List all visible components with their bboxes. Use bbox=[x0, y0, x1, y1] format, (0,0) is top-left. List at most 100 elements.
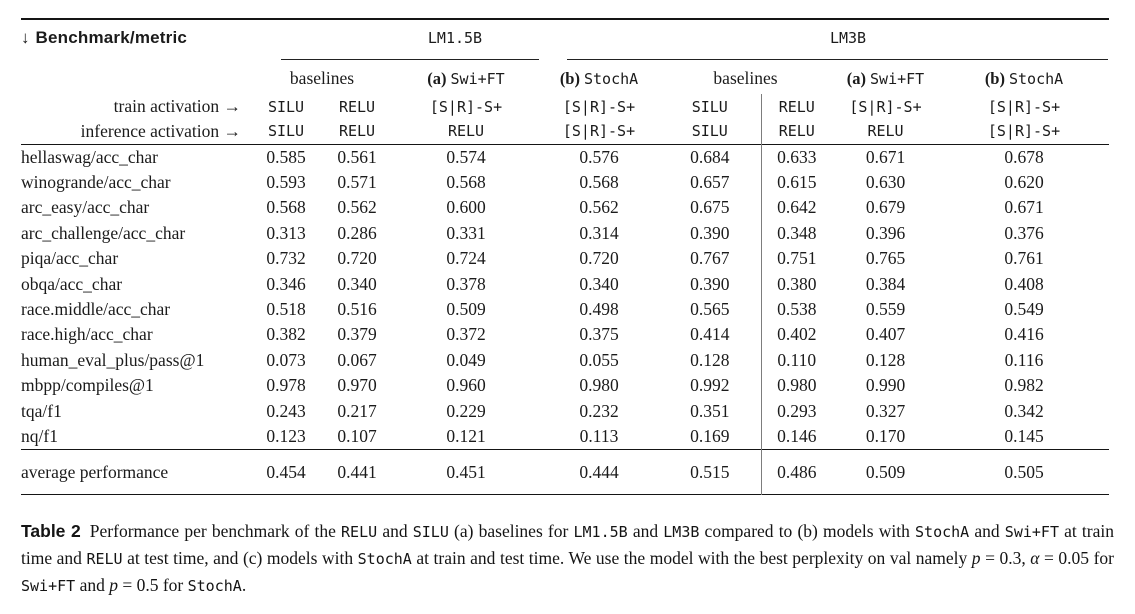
col-group-baselines-lm3b: baselines bbox=[659, 63, 832, 94]
table-row: mbpp/compiles@1 0.978 0.970 0.960 0.980 0.992… bbox=[21, 373, 1109, 399]
metric-value: 0.978 bbox=[266, 375, 306, 396]
benchmark-rows: hellaswag/acc_char 0.585 0.561 0.574 0.576 0.… bbox=[21, 144, 1109, 495]
metric-value: 0.538 bbox=[760, 296, 832, 323]
average-value: 0.509 bbox=[865, 461, 906, 482]
metric-value: 0.128 bbox=[865, 349, 906, 370]
metric-value: 0.408 bbox=[1004, 273, 1044, 294]
inference-activation-cell: [S|R]-S+ bbox=[562, 122, 636, 141]
group-underline-row bbox=[21, 56, 1109, 63]
table-row: race.middle/acc_char 0.518 0.516 0.509 0.498… bbox=[21, 296, 1109, 323]
subgroup-label: Swi+FT bbox=[870, 70, 925, 88]
down-arrow-icon: ↓ bbox=[21, 28, 30, 47]
rule-cell bbox=[251, 56, 539, 63]
benchmark-label: winogrande/acc_char bbox=[21, 172, 171, 193]
metric-value: 0.229 bbox=[446, 400, 486, 421]
metric-value: 0.340 bbox=[579, 273, 619, 294]
metric-value: 0.498 bbox=[579, 299, 619, 320]
benchmark-label: arc_challenge/acc_char bbox=[21, 222, 186, 243]
metric-value: 0.671 bbox=[865, 146, 906, 167]
metric-value: 0.982 bbox=[1004, 375, 1044, 396]
train-activation-cell: RELU bbox=[338, 97, 376, 116]
col-group-swift-lm3b: (a) Swi+FT bbox=[832, 63, 939, 94]
metric-value: 0.751 bbox=[760, 246, 832, 272]
caption-run: = 0.05 bbox=[1039, 548, 1090, 569]
group-rule-lm3b bbox=[567, 59, 1108, 60]
metric-value: 0.116 bbox=[1004, 349, 1044, 370]
train-activation-cell: [S|R]-S+ bbox=[562, 97, 636, 116]
caption-run: = 0.3, bbox=[980, 548, 1031, 569]
table-row: arc_easy/acc_char 0.568 0.562 0.600 0.562 0.6… bbox=[21, 195, 1109, 221]
metric-value: 0.568 bbox=[446, 172, 486, 193]
metric-value: 0.372 bbox=[446, 324, 486, 345]
benchmark-label: race.high/acc_char bbox=[21, 324, 153, 345]
benchmark-metric-heading: Benchmark/metric bbox=[35, 28, 188, 47]
group-rule-lm1-5b bbox=[281, 59, 539, 60]
caption-run: SILU bbox=[412, 523, 449, 542]
benchmark-label: hellaswag/acc_char bbox=[21, 146, 159, 167]
caption-run: and bbox=[75, 575, 110, 596]
metric-value: 0.633 bbox=[760, 144, 832, 170]
metric-value: 0.970 bbox=[337, 375, 377, 396]
table-row: tqa/f1 0.243 0.217 0.229 0.232 0.351 0.293 0.32… bbox=[21, 398, 1109, 424]
subgroup-prefix: (b) bbox=[559, 69, 580, 88]
caption-run: RELU bbox=[341, 523, 378, 542]
table-caption: Table 2 Performance per benchmark of the … bbox=[21, 518, 1114, 599]
caption-run: LM1.5B bbox=[573, 523, 628, 542]
benchmark-label: arc_easy/acc_char bbox=[21, 197, 150, 218]
metric-value: 0.145 bbox=[1004, 425, 1044, 446]
metric-value: 0.351 bbox=[690, 400, 730, 421]
metric-value: 0.559 bbox=[865, 299, 906, 320]
caption-run: and bbox=[627, 521, 664, 542]
metric-value: 0.402 bbox=[760, 322, 832, 348]
metric-value: 0.620 bbox=[1004, 172, 1044, 193]
col-group-baselines-lm1-5b: baselines bbox=[251, 63, 393, 94]
metric-value: 0.684 bbox=[690, 146, 730, 167]
metric-value: 0.657 bbox=[690, 172, 730, 193]
benchmark-label: nq/f1 bbox=[21, 425, 58, 446]
metric-value: 0.615 bbox=[760, 169, 832, 196]
metric-value: 0.574 bbox=[446, 146, 486, 167]
train-activation-cell: RELU bbox=[760, 94, 832, 119]
train-activation-cell: [S|R]-S+ bbox=[987, 97, 1061, 116]
metric-value: 0.767 bbox=[690, 248, 730, 269]
benchmark-label: human_eval_plus/pass@1 bbox=[21, 349, 205, 370]
metric-value: 0.390 bbox=[690, 222, 730, 243]
metric-value: 0.121 bbox=[446, 425, 486, 446]
metric-value: 0.128 bbox=[690, 349, 730, 370]
inference-activation-cell: [S|R]-S+ bbox=[987, 122, 1061, 141]
caption-run: at train time and bbox=[21, 521, 1114, 569]
benchmark-label: race.middle/acc_char bbox=[21, 299, 171, 320]
train-activation-row: train activation → SILU RELU [S|R]-S+ [S… bbox=[21, 94, 1109, 119]
metric-value: 0.073 bbox=[266, 349, 306, 370]
metric-value: 0.380 bbox=[760, 271, 832, 297]
average-value: 0.454 bbox=[266, 461, 306, 482]
benchmark-label: piqa/acc_char bbox=[21, 248, 119, 269]
inference-activation-cell: SILU bbox=[267, 122, 305, 141]
metric-value: 0.123 bbox=[266, 425, 306, 446]
caption-run: RELU bbox=[86, 550, 123, 569]
subgroup-label: Swi+FT bbox=[450, 70, 505, 88]
metric-value: 0.518 bbox=[266, 299, 306, 320]
metric-value: 0.600 bbox=[446, 197, 486, 218]
caption-run: Performance per benchmark of the bbox=[89, 521, 342, 542]
caption-run: at test time, and (c) models with bbox=[122, 548, 358, 569]
caption-run: p bbox=[971, 548, 981, 569]
metric-value: 0.568 bbox=[579, 172, 619, 193]
metric-value: 0.396 bbox=[865, 222, 906, 243]
metric-value: 0.516 bbox=[337, 299, 377, 320]
metric-value: 0.382 bbox=[266, 324, 306, 345]
caption-run: LM3B bbox=[663, 523, 700, 542]
subgroup-label: StochA bbox=[1008, 70, 1064, 88]
metric-value: 0.286 bbox=[337, 222, 377, 243]
metric-value: 0.384 bbox=[865, 273, 906, 294]
metric-value: 0.055 bbox=[579, 349, 619, 370]
caption-run: Table 2 bbox=[21, 521, 81, 542]
subgroup-prefix: (a) bbox=[846, 69, 867, 88]
table-row: hellaswag/acc_char 0.585 0.561 0.574 0.576 0.… bbox=[21, 144, 1109, 170]
metric-value: 0.107 bbox=[337, 425, 377, 446]
metric-value: 0.720 bbox=[579, 248, 619, 269]
metric-value: 0.327 bbox=[865, 400, 906, 421]
table-row: arc_challenge/acc_char 0.313 0.286 0.331 0.3… bbox=[21, 220, 1109, 247]
caption-run: = 0.5 bbox=[117, 575, 159, 596]
group-header-lm1-5b: LM1.5B bbox=[251, 19, 659, 56]
